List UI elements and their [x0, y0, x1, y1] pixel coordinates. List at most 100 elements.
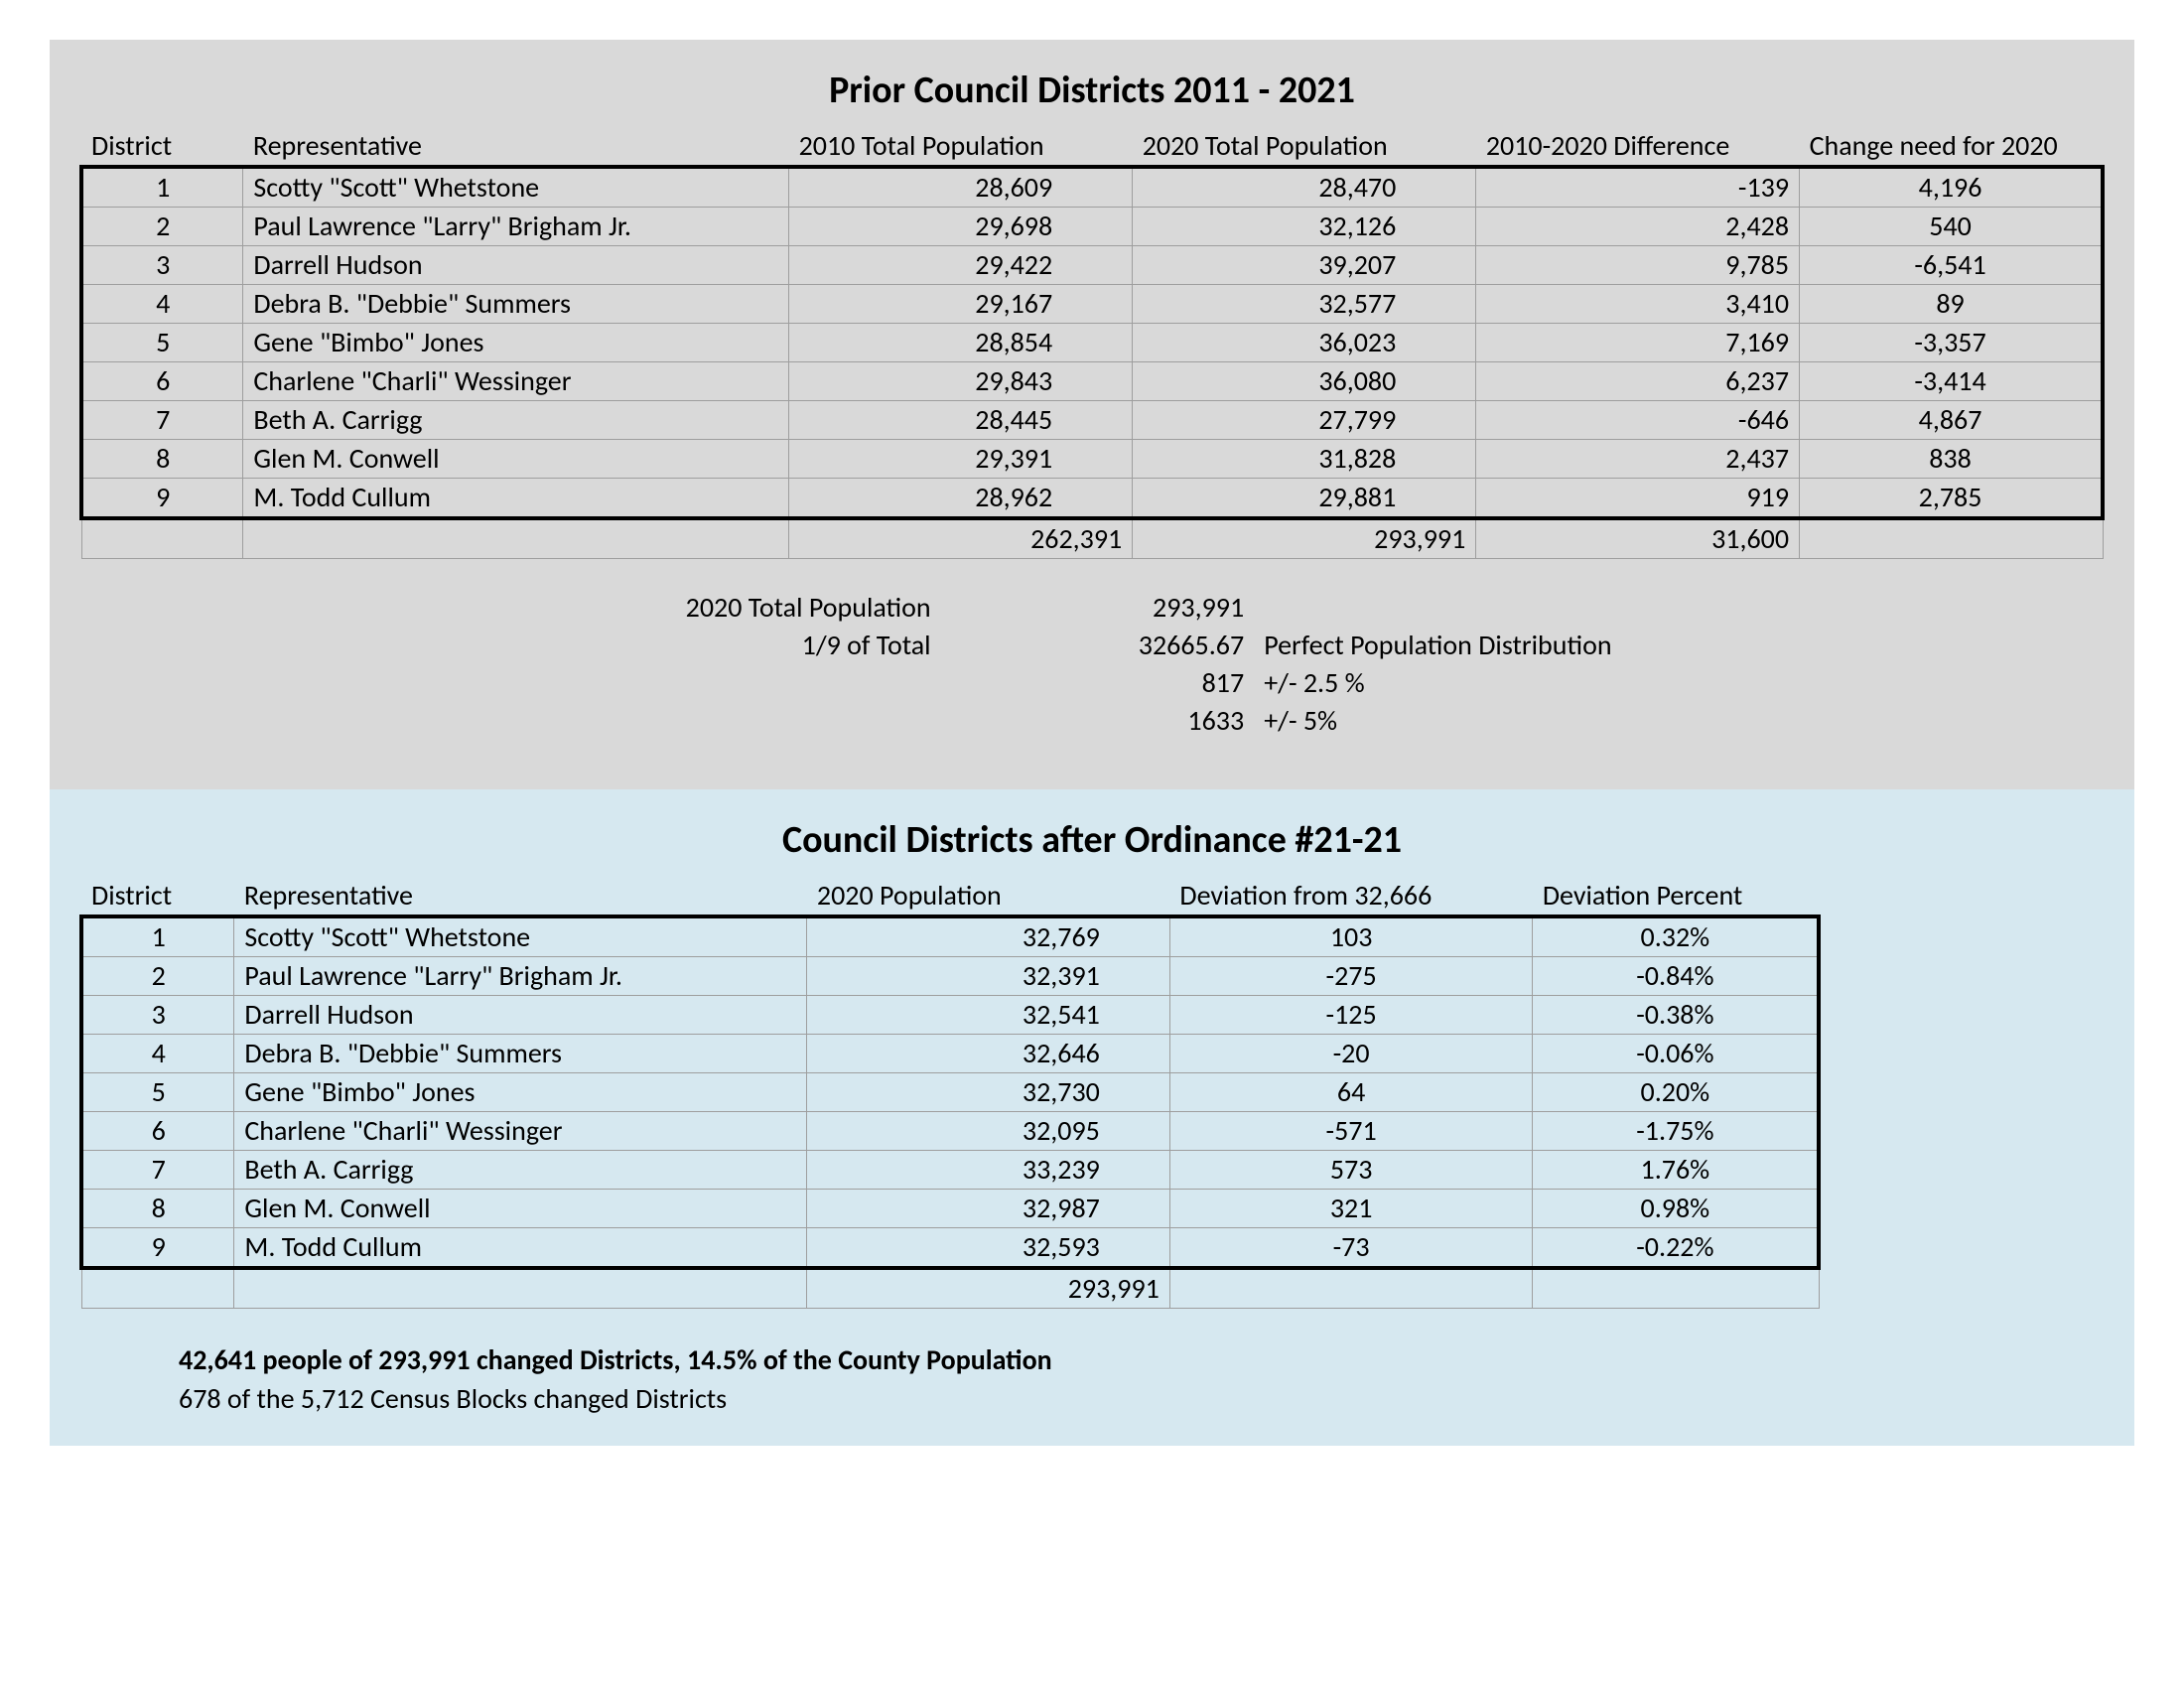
cell-pct: -0.84% — [1533, 957, 1820, 996]
hdr-pop2010: 2010 Total Population — [789, 127, 1133, 167]
cell-district: 4 — [81, 1035, 234, 1073]
cell-diff: 9,785 — [1476, 246, 1800, 285]
table-row: 6Charlene "Charli" Wessinger32,095-571-1… — [81, 1112, 1819, 1151]
cell-blank — [1800, 518, 2103, 559]
cell-pop: 32,987 — [807, 1190, 1169, 1228]
hdr-dev: Deviation from 32,666 — [1169, 877, 1532, 916]
cell-rep: Scotty "Scott" Whetstone — [234, 916, 807, 957]
summary-row: 2020 Total Population 293,991 — [79, 589, 2105, 627]
cell-district: 2 — [81, 208, 243, 246]
cell-total-pop2020: 293,991 — [1133, 518, 1476, 559]
summary-row: 1633 +/- 5% — [79, 702, 2105, 740]
cell-rep: M. Todd Cullum — [234, 1228, 807, 1269]
cell-rep: Beth A. Carrigg — [234, 1151, 807, 1190]
hdr-pop2020: 2020 Total Population — [1133, 127, 1476, 167]
cell-district: 2 — [81, 957, 234, 996]
cell-rep: Beth A. Carrigg — [243, 401, 789, 440]
summary-block: 2020 Total Population 293,991 1/9 of Tot… — [79, 589, 2105, 740]
cell-diff: 3,410 — [1476, 285, 1800, 324]
table-row: 4Debra B. "Debbie" Summers29,16732,5773,… — [81, 285, 2103, 324]
cell-district: 9 — [81, 479, 243, 519]
cell-pop2010: 29,698 — [789, 208, 1133, 246]
table-header-row: District Representative 2010 Total Popul… — [81, 127, 2103, 167]
cell-change: -3,357 — [1800, 324, 2103, 362]
cell-pop2020: 32,126 — [1133, 208, 1476, 246]
cell-pop2020: 28,470 — [1133, 167, 1476, 208]
title-prior: Prior Council Districts 2011 - 2021 — [79, 68, 2105, 113]
cell-rep: Paul Lawrence "Larry" Brigham Jr. — [243, 208, 789, 246]
cell-diff: 919 — [1476, 479, 1800, 519]
summary-label: 1/9 of Total — [79, 627, 971, 664]
hdr-district: District — [81, 127, 243, 167]
table-row: 2Paul Lawrence "Larry" Brigham Jr.29,698… — [81, 208, 2103, 246]
table-row: 7Beth A. Carrigg33,2395731.76% — [81, 1151, 1819, 1190]
summary-label — [79, 702, 971, 740]
cell-dev: 103 — [1169, 916, 1532, 957]
cell-rep: Scotty "Scott" Whetstone — [243, 167, 789, 208]
table-prior: District Representative 2010 Total Popul… — [79, 127, 2105, 559]
cell-district: 8 — [81, 1190, 234, 1228]
cell-pop2010: 28,854 — [789, 324, 1133, 362]
cell-pct: 0.98% — [1533, 1190, 1820, 1228]
cell-dev: -571 — [1169, 1112, 1532, 1151]
cell-pct: -0.38% — [1533, 996, 1820, 1035]
cell-pct: -0.22% — [1533, 1228, 1820, 1269]
cell-pop: 32,391 — [807, 957, 1169, 996]
cell-pct: 1.76% — [1533, 1151, 1820, 1190]
cell-diff: 2,428 — [1476, 208, 1800, 246]
table-row: 2Paul Lawrence "Larry" Brigham Jr.32,391… — [81, 957, 1819, 996]
cell-change: 838 — [1800, 440, 2103, 479]
cell-rep: Charlene "Charli" Wessinger — [243, 362, 789, 401]
cell-blank — [243, 518, 789, 559]
cell-diff: 7,169 — [1476, 324, 1800, 362]
cell-diff: 6,237 — [1476, 362, 1800, 401]
table-row: 1Scotty "Scott" Whetstone28,60928,470-13… — [81, 167, 2103, 208]
table-row: 3Darrell Hudson29,42239,2079,785-6,541 — [81, 246, 2103, 285]
hdr-rep: Representative — [234, 877, 807, 916]
page: Prior Council Districts 2011 - 2021 Dist… — [0, 0, 2184, 1485]
cell-dev: -73 — [1169, 1228, 1532, 1269]
table-row: 5Gene "Bimbo" Jones32,730640.20% — [81, 1073, 1819, 1112]
cell-blank — [1169, 1268, 1532, 1309]
cell-district: 5 — [81, 1073, 234, 1112]
cell-dev: -275 — [1169, 957, 1532, 996]
cell-pop2010: 29,167 — [789, 285, 1133, 324]
cell-district: 3 — [81, 996, 234, 1035]
cell-pct: -1.75% — [1533, 1112, 1820, 1151]
summary-label — [79, 664, 971, 702]
cell-total-pop: 293,991 — [807, 1268, 1169, 1309]
cell-dev: 64 — [1169, 1073, 1532, 1112]
table-row: 8Glen M. Conwell29,39131,8282,437838 — [81, 440, 2103, 479]
cell-total-diff: 31,600 — [1476, 518, 1800, 559]
table-header-row: District Representative 2020 Population … — [81, 877, 1819, 916]
summary-value: 293,991 — [971, 589, 1255, 627]
summary-label: 2020 Total Population — [79, 589, 971, 627]
cell-district: 1 — [81, 167, 243, 208]
cell-pop: 32,730 — [807, 1073, 1169, 1112]
cell-blank — [234, 1268, 807, 1309]
hdr-pct: Deviation Percent — [1533, 877, 1820, 916]
cell-pop2020: 36,080 — [1133, 362, 1476, 401]
cell-rep: Paul Lawrence "Larry" Brigham Jr. — [234, 957, 807, 996]
cell-change: 4,867 — [1800, 401, 2103, 440]
hdr-pop2020: 2020 Population — [807, 877, 1169, 916]
cell-district: 7 — [81, 401, 243, 440]
cell-pop: 33,239 — [807, 1151, 1169, 1190]
cell-rep: Gene "Bimbo" Jones — [234, 1073, 807, 1112]
cell-rep: M. Todd Cullum — [243, 479, 789, 519]
summary-desc: +/- 5% — [1254, 702, 2105, 740]
cell-district: 5 — [81, 324, 243, 362]
cell-diff: -646 — [1476, 401, 1800, 440]
cell-pct: 0.32% — [1533, 916, 1820, 957]
cell-blank — [81, 518, 243, 559]
cell-pop2010: 28,609 — [789, 167, 1133, 208]
cell-diff: 2,437 — [1476, 440, 1800, 479]
cell-district: 3 — [81, 246, 243, 285]
cell-pop: 32,769 — [807, 916, 1169, 957]
summary-value: 1633 — [971, 702, 1255, 740]
footer-bold: 42,641 people of 293,991 changed Distric… — [179, 1342, 2105, 1377]
cell-dev: -125 — [1169, 996, 1532, 1035]
hdr-district: District — [81, 877, 234, 916]
cell-blank — [1533, 1268, 1820, 1309]
table-totals-row: 262,391293,99131,600 — [81, 518, 2103, 559]
